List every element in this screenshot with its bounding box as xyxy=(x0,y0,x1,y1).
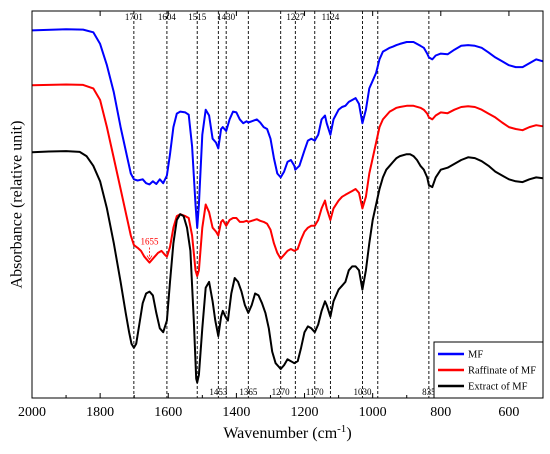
plot-frame xyxy=(31,10,544,399)
series-group xyxy=(31,28,544,384)
x-tick-label: 1800 xyxy=(86,405,114,420)
peak-label: 1515 xyxy=(188,12,207,22)
x-tick-label: 1600 xyxy=(154,405,182,420)
series-line-1 xyxy=(31,83,544,278)
peak-label: 1270 xyxy=(272,387,291,397)
legend: MF Raffinate of MF Extract of MF xyxy=(433,341,544,399)
series-line-2 xyxy=(31,150,544,384)
x-tick-label: 1400 xyxy=(222,405,250,420)
x-tick-label: 600 xyxy=(498,405,519,420)
x-tick-label: 1200 xyxy=(291,405,319,420)
peak-label: 1604 xyxy=(158,12,177,22)
reference-lines: 1701 1604 1515 1453 1430 1365 1270 1227 1170 1124… xyxy=(125,11,436,398)
x-axis-label: Wavenumber (cm-1) xyxy=(223,423,351,442)
legend-label: Extract of MF xyxy=(468,382,528,393)
y-axis-label: Absorbance (relative unit) xyxy=(9,121,26,289)
peak-label: 1124 xyxy=(322,12,340,22)
x-tick-label: 2000 xyxy=(18,405,46,420)
peak-label: 1365 xyxy=(239,387,258,397)
annotation-label: 1655 xyxy=(141,237,160,247)
legend-label: MF xyxy=(468,350,483,361)
legend-label: Raffinate of MF xyxy=(468,366,536,377)
x-axis-ticks: 2000 1800 1600 1400 1200 1000 800 600 xyxy=(18,11,519,420)
annotations: 1655 xyxy=(141,237,160,261)
peak-label: 1227 xyxy=(286,12,305,22)
peak-label: 1170 xyxy=(306,387,324,397)
peak-label: 1430 xyxy=(217,12,236,22)
peak-label: 1030 xyxy=(353,387,372,397)
x-tick-label: 800 xyxy=(430,405,451,420)
annotation-arrowhead xyxy=(146,255,153,261)
x-tick-label: 1000 xyxy=(359,405,387,420)
series-line-0 xyxy=(31,28,544,229)
peak-label: 1453 xyxy=(209,387,228,397)
peak-label: 835 xyxy=(422,387,436,397)
peak-label: 1701 xyxy=(125,12,143,22)
